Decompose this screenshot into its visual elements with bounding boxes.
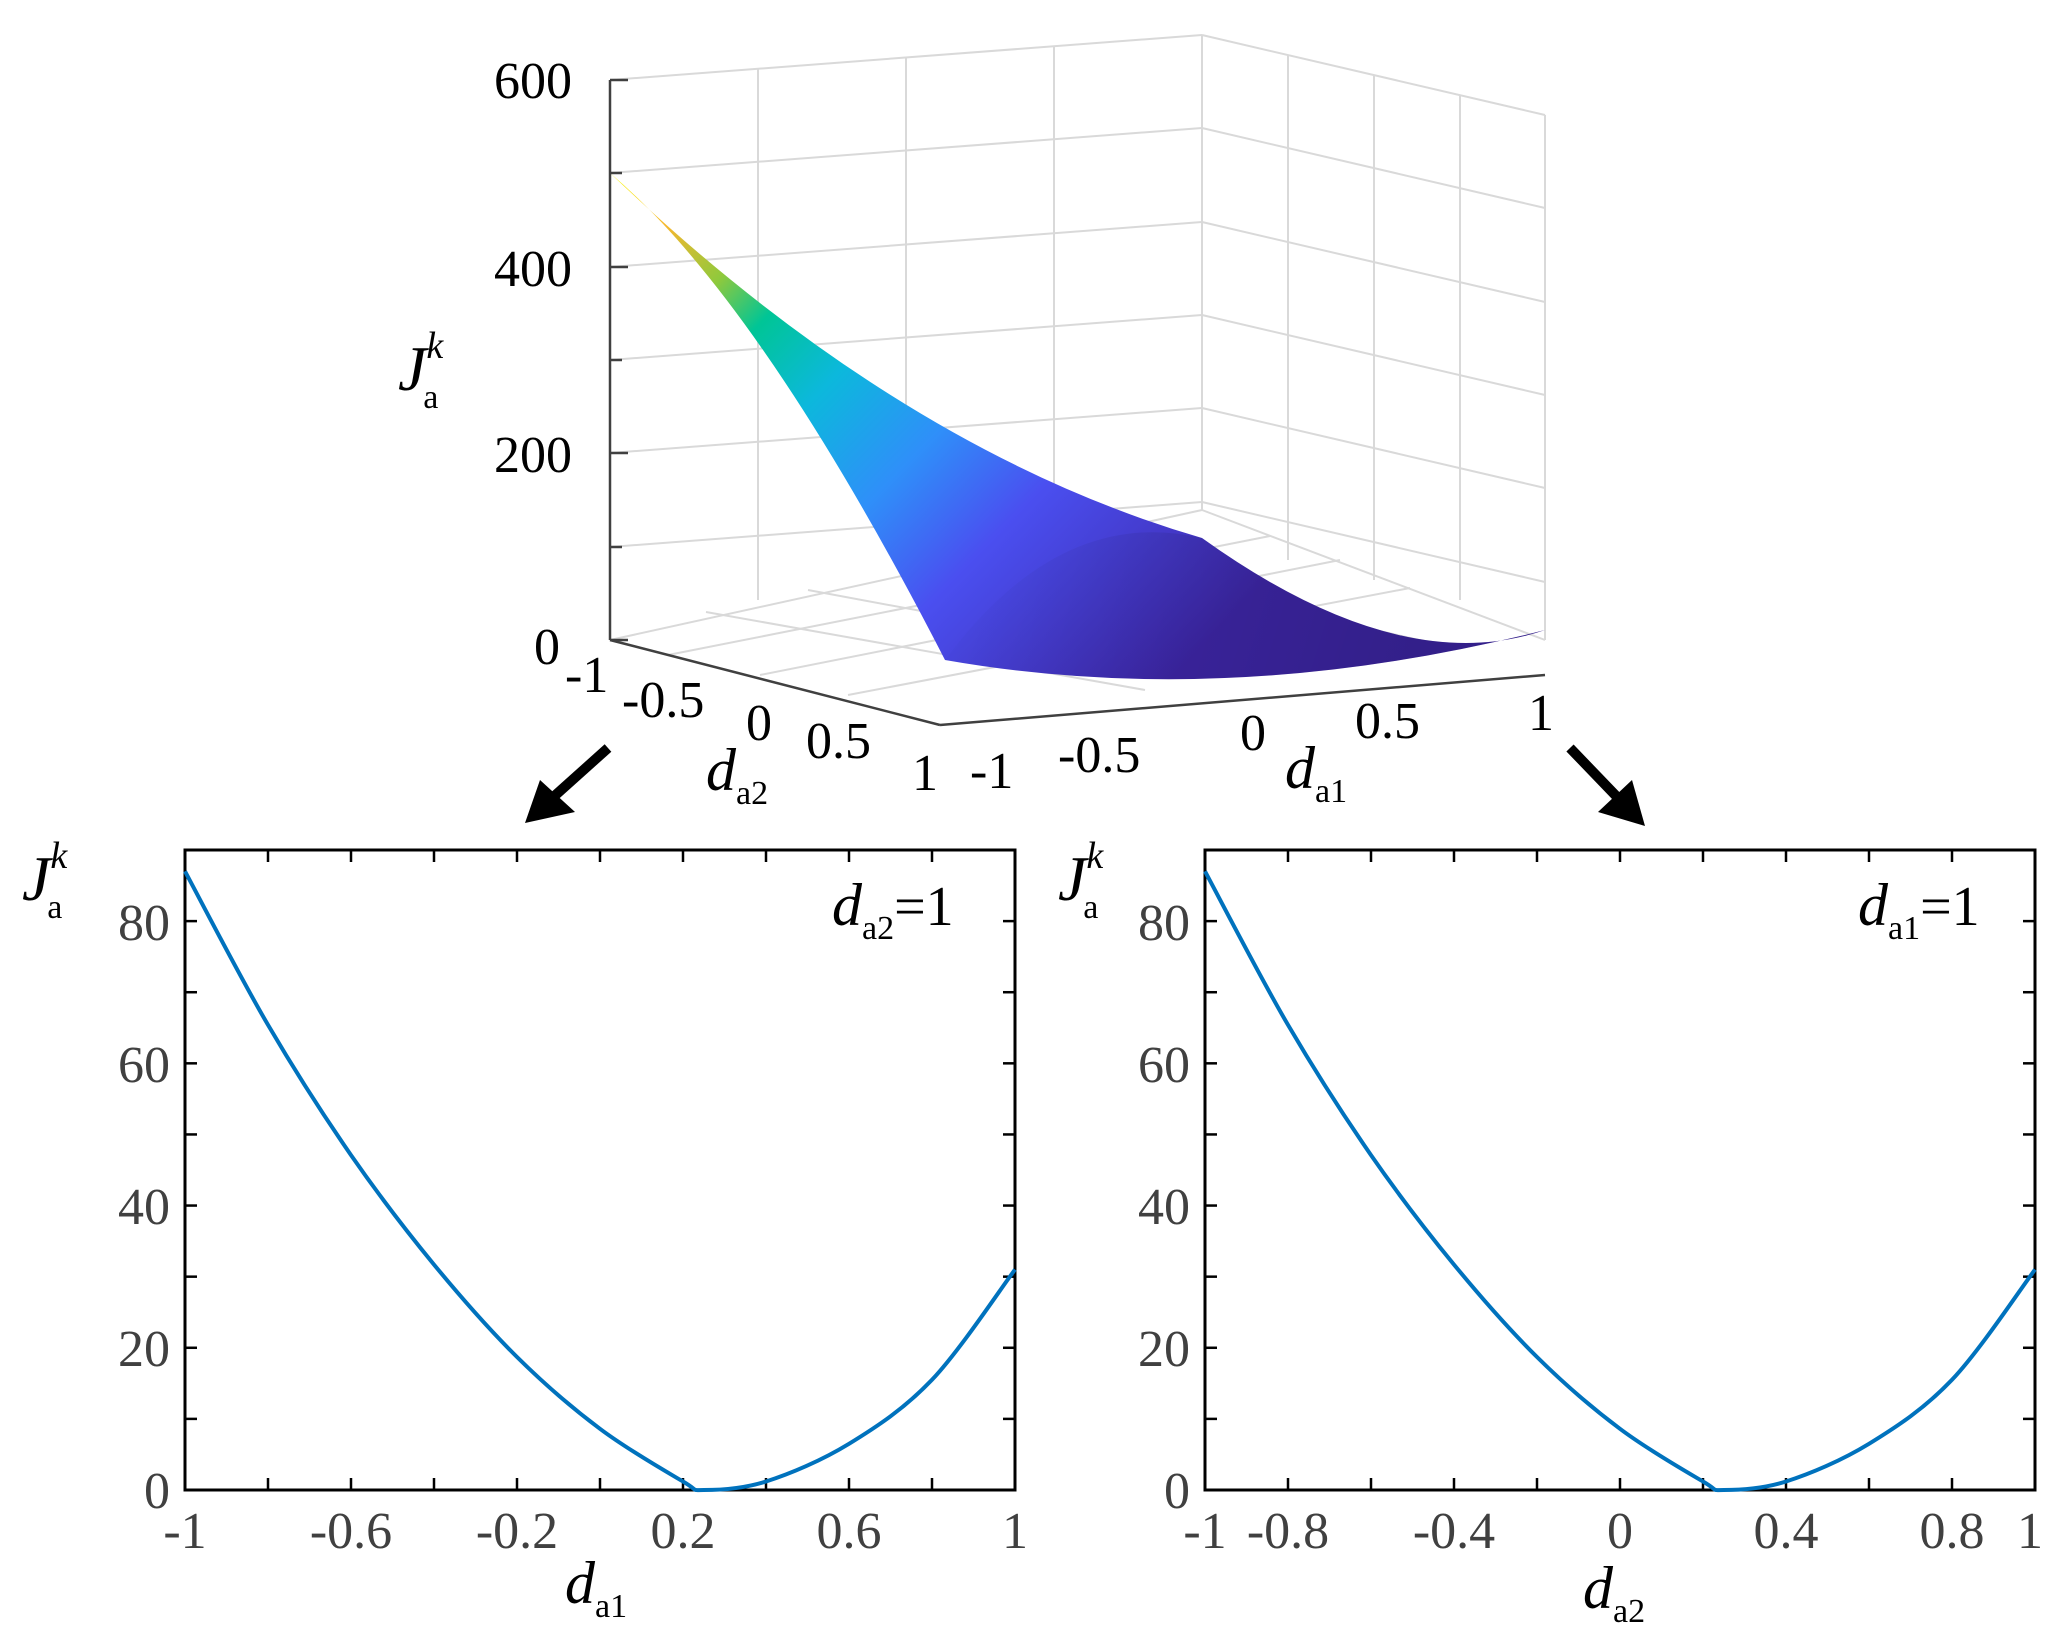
z-axis-label: Jk a <box>398 325 444 416</box>
right-x-axis-label: da2 <box>1583 1555 1645 1628</box>
arrow-left <box>525 744 612 823</box>
z-tick-label: 600 <box>494 53 572 110</box>
right-x-tick-label: 0 <box>1607 1503 1633 1560</box>
x-tick-label: -1 <box>970 743 1013 800</box>
left-x-tick-label: 1 <box>1002 1503 1028 1560</box>
right-annotation: da1=1 <box>1858 872 1980 947</box>
y-axis-label: da2 <box>706 737 768 812</box>
left-x-tick-label: -0.2 <box>476 1503 558 1560</box>
left-y-tick-label: 20 <box>118 1321 170 1378</box>
x-tick-label: 1 <box>1528 685 1554 742</box>
left-line-plot: 0 20 40 60 80 -1 -0.6 -0.2 0.2 0.6 1 Jk a… <box>22 835 1028 1625</box>
left-ticks <box>185 850 1015 1490</box>
left-series-line <box>183 870 1017 1493</box>
y-tick-label: 1 <box>912 745 938 802</box>
arrow-right <box>1566 744 1645 826</box>
left-x-tick-label: -1 <box>163 1503 206 1560</box>
surface-axes <box>608 78 1546 727</box>
right-x-tick-label: 0.8 <box>1920 1503 1985 1560</box>
x-tick-label: 0 <box>1240 705 1266 762</box>
left-x-tick-label: 0.6 <box>817 1503 882 1560</box>
y-tick-label: 0.5 <box>806 713 871 770</box>
x-tick-label: -0.5 <box>1058 727 1140 784</box>
right-y-axis-label: Jk a <box>1058 835 1104 926</box>
z-tick-label: 0 <box>534 619 560 676</box>
z-tick-label: 200 <box>494 427 572 484</box>
left-y-axis-label: Jk a <box>22 835 68 926</box>
left-x-axis-label: da1 <box>565 1550 627 1625</box>
left-x-tick-label: -0.6 <box>310 1503 392 1560</box>
left-y-tick-label: 80 <box>118 895 170 952</box>
y-tick-label: 0 <box>746 695 772 752</box>
z-tick-label: 400 <box>494 241 572 298</box>
x-axis-label: da1 <box>1285 735 1347 810</box>
y-tick-label: -0.5 <box>622 672 704 729</box>
left-y-tick-label: 0 <box>144 1463 170 1520</box>
right-y-tick-label: 60 <box>1138 1037 1190 1094</box>
left-y-tick-label: 60 <box>118 1037 170 1094</box>
right-x-tick-label: 1 <box>2017 1503 2043 1560</box>
y-tick-label: -1 <box>565 647 608 704</box>
left-y-tick-label: 40 <box>118 1179 170 1236</box>
right-line-plot: 0 20 40 60 80 -1 -0.8 -0.4 0 0.4 0.8 1 J… <box>1058 835 2043 1628</box>
right-ticks <box>1205 850 2035 1490</box>
right-y-tick-label: 40 <box>1138 1179 1190 1236</box>
right-y-tick-label: 20 <box>1138 1321 1190 1378</box>
right-series-line <box>1203 870 2037 1493</box>
right-x-tick-label: -1 <box>1183 1503 1226 1560</box>
right-x-tick-label: -0.8 <box>1247 1503 1329 1560</box>
surface-shading <box>945 532 1545 680</box>
right-x-tick-label: -0.4 <box>1413 1503 1495 1560</box>
surface-plot: 600 400 200 0 Jk a -1 -0.5 0 0.5 1 da2 -1… <box>398 34 1554 812</box>
right-y-tick-label: 0 <box>1164 1463 1190 1520</box>
right-y-tick-label: 80 <box>1138 895 1190 952</box>
left-x-tick-label: 0.2 <box>651 1503 716 1560</box>
left-annotation: da2=1 <box>832 872 954 947</box>
right-x-tick-label: 0.4 <box>1754 1503 1819 1560</box>
x-tick-label: 0.5 <box>1355 693 1420 750</box>
